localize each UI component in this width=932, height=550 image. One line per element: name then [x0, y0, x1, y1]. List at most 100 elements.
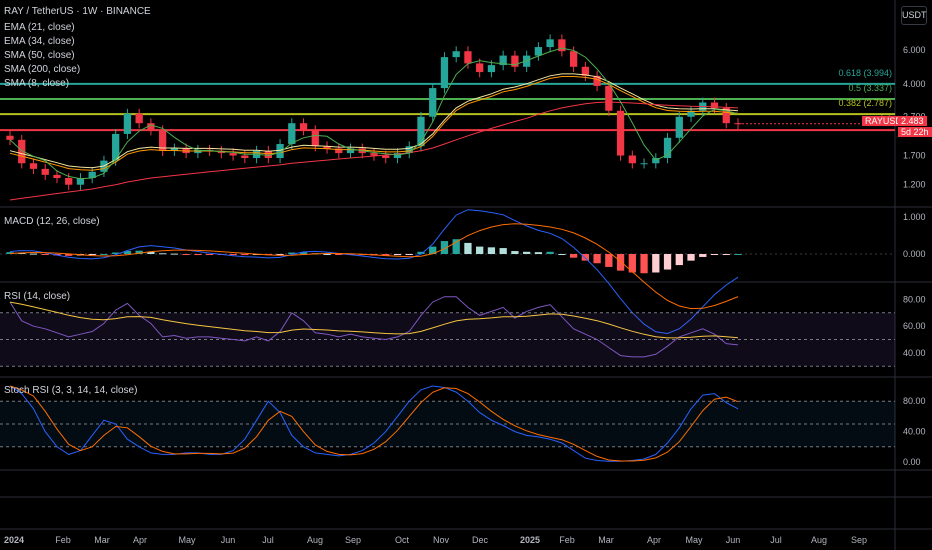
- fib-level-label: 0.382 (2.787): [838, 98, 892, 108]
- currency-button[interactable]: USDT: [901, 6, 927, 25]
- macd-histogram-bar: [299, 252, 308, 254]
- indicator-ema21[interactable]: EMA (21, close): [4, 22, 75, 33]
- time-tick-label: Apr: [647, 535, 661, 545]
- macd-histogram-bar: [546, 251, 554, 254]
- stoch-tick-label: 40.00: [903, 427, 926, 437]
- candle-body: [511, 55, 519, 67]
- macd-histogram-bar: [476, 246, 484, 254]
- time-tick-label: Apr: [133, 535, 147, 545]
- macd-histogram-bar: [652, 254, 660, 273]
- macd-histogram-bar: [511, 251, 519, 254]
- ema21-line: [9, 73, 739, 169]
- rsi-pane: [0, 296, 895, 367]
- stoch-rsi-pane: [0, 385, 895, 462]
- time-tick-label: 2024: [4, 535, 24, 545]
- sma8-line: [9, 47, 739, 180]
- candle-body: [710, 102, 719, 108]
- macd-histogram-bar: [18, 252, 26, 254]
- macd-histogram-bar: [170, 253, 179, 255]
- rsi-line: [9, 296, 739, 358]
- candle-body: [393, 153, 402, 159]
- ema34-line: [9, 76, 739, 171]
- time-tick-label: Oct: [395, 535, 410, 545]
- symbol-title[interactable]: RAY / TetherUS · 1W · BINANCE: [4, 6, 151, 17]
- macd-histogram-bar: [405, 254, 413, 255]
- candle-body: [487, 65, 496, 73]
- macd-histogram-bar: [417, 251, 425, 254]
- indicator-sma8[interactable]: SMA (8, close): [4, 78, 70, 89]
- candle-body: [346, 148, 355, 154]
- rsi-tick-label: 60.00: [903, 321, 926, 331]
- candle-body: [41, 168, 49, 175]
- symbol-price-tag: RAYUSDT: [862, 116, 911, 126]
- macd-histogram-bar: [569, 254, 578, 258]
- macd-histogram-bar: [699, 254, 707, 257]
- fib-level-label: 0.618 (3.994): [838, 68, 892, 78]
- rsi-tick-label: 80.00: [903, 294, 926, 304]
- candle-body: [299, 123, 308, 131]
- candle-body: [370, 153, 378, 156]
- macd-tick-label: 1.000: [903, 212, 926, 222]
- candle-body: [581, 66, 589, 76]
- candle-body: [147, 123, 155, 131]
- macd-histogram-bar: [640, 254, 648, 274]
- candle-body: [405, 146, 413, 154]
- time-tick-label: Sep: [851, 535, 867, 545]
- stoch-tick-label: 80.00: [903, 396, 926, 406]
- macd-histogram-bar: [229, 254, 237, 256]
- price-tick-label: 1.700: [903, 151, 926, 161]
- candle-body: [65, 178, 73, 185]
- candle-body: [323, 146, 331, 149]
- macd-histogram-bar: [734, 254, 742, 255]
- rsi-ma-line: [9, 301, 739, 339]
- candle-body: [605, 85, 613, 111]
- macd-histogram-bar: [534, 252, 543, 254]
- indicator-sma50[interactable]: SMA (50, close): [4, 50, 75, 61]
- candle-body: [311, 130, 319, 147]
- time-tick-label: Nov: [433, 535, 450, 545]
- candle-body: [76, 178, 85, 185]
- candle-body: [722, 107, 730, 124]
- price-tick-label: 6.000: [903, 45, 926, 55]
- candle-body: [569, 51, 578, 67]
- macd-histogram-bar: [276, 254, 284, 255]
- candle-body: [123, 113, 132, 134]
- macd-histogram-bar: [593, 254, 601, 264]
- candle-body: [675, 116, 683, 138]
- candle-body: [264, 150, 272, 159]
- macd-histogram-bar: [440, 241, 449, 254]
- macd-histogram-bar: [135, 250, 143, 254]
- sma200-line: [9, 101, 739, 201]
- time-tick-label: May: [685, 535, 703, 545]
- price-tick-label: 4.000: [903, 79, 926, 89]
- macd-histogram-bar: [29, 253, 38, 255]
- candle-body: [652, 158, 660, 164]
- indicator-ema34[interactable]: EMA (34, close): [4, 36, 75, 47]
- time-tick-label: Feb: [55, 535, 71, 545]
- candle-body: [229, 153, 237, 156]
- macd-title[interactable]: MACD (12, 26, close): [4, 216, 100, 227]
- time-tick-label: Feb: [559, 535, 575, 545]
- candle-body: [499, 55, 507, 66]
- time-tick-label: 2025: [520, 535, 540, 545]
- time-tick-label: May: [178, 535, 196, 545]
- macd-histogram-bar: [722, 254, 730, 255]
- axes: 6.0004.0002.7001.7001.2001.0000.00080.00…: [4, 45, 926, 545]
- time-tick-label: Mar: [94, 535, 110, 545]
- candle-body: [112, 133, 120, 161]
- macd-histogram-bar: [558, 254, 566, 255]
- candle-body: [546, 39, 554, 48]
- macd-histogram-bar: [323, 254, 331, 255]
- stoch-rsi-title[interactable]: Stoch RSI (3, 3, 14, 14, close): [4, 385, 138, 396]
- macd-histogram-bar: [616, 254, 625, 271]
- candle-body: [53, 174, 61, 179]
- rsi-title[interactable]: RSI (14, close): [4, 291, 71, 302]
- time-tick-label: Aug: [811, 535, 827, 545]
- indicator-sma200[interactable]: SMA (200, close): [4, 64, 81, 75]
- candle-body: [382, 155, 390, 159]
- time-tick-label: Jul: [770, 535, 782, 545]
- macd-histogram-bar: [194, 254, 202, 255]
- macd-histogram-bar: [663, 254, 672, 270]
